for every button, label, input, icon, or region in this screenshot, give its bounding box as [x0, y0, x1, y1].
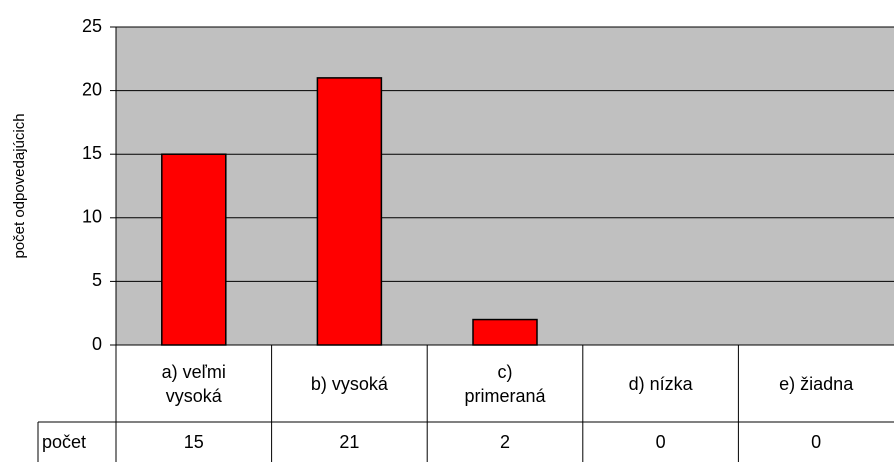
y-tick-label: 10 — [82, 207, 102, 227]
x-tick-label: d) nízka — [628, 373, 693, 394]
y-tick-label: 15 — [82, 143, 102, 163]
y-tick-label: 0 — [92, 334, 102, 354]
x-tick-label: b) vysoká — [310, 373, 388, 394]
bar — [472, 318, 538, 346]
y-axis-label: počet odpovedajúcich — [11, 113, 28, 258]
table-value: 2 — [499, 432, 510, 452]
x-tick-label: e) žiadna — [779, 373, 854, 394]
bar — [161, 153, 227, 346]
y-tick-label: 25 — [82, 16, 102, 36]
table-value: 15 — [183, 432, 204, 452]
y-tick-label: 5 — [92, 270, 102, 290]
table-value: 0 — [655, 432, 666, 452]
plot-area — [116, 27, 894, 345]
table-value: 21 — [339, 432, 360, 452]
bar — [316, 77, 383, 346]
x-tick-label: a) veľmi vysoká — [161, 361, 226, 406]
legend-key: počet — [42, 432, 87, 452]
table-value: 0 — [811, 432, 822, 452]
x-tick-label: c) primeraná — [464, 361, 546, 406]
y-tick-label: 20 — [82, 79, 102, 99]
